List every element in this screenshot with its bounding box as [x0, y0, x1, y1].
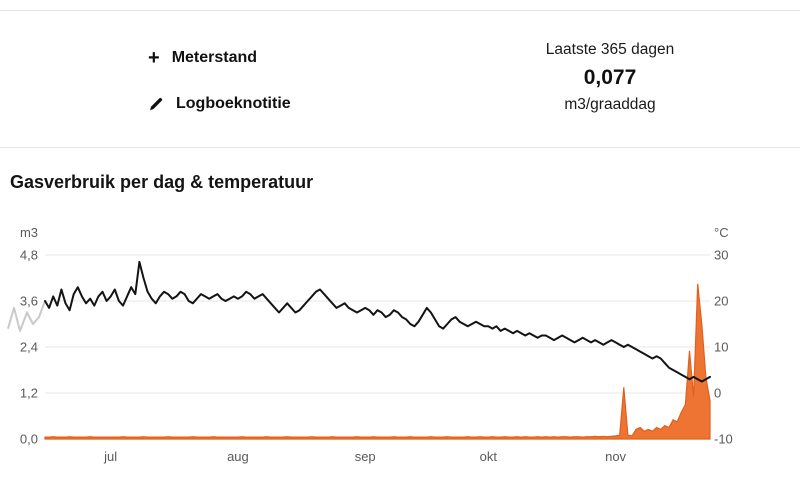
- stat-period: Laatste 365 dagen: [545, 41, 675, 58]
- left-axis-tick-label: 1,2: [20, 386, 38, 401]
- right-axis-tick-label: 10: [714, 340, 728, 355]
- right-axis-tick-label: 0: [714, 386, 721, 401]
- left-axis-tick-label: 2,4: [20, 340, 38, 355]
- temperature-line: [44, 260, 711, 383]
- gas-usage-area: [44, 283, 711, 440]
- x-axis-month-label: jul: [103, 449, 117, 464]
- left-axis-tick-label: 3,6: [20, 294, 38, 309]
- chart-canvas: m3 °C 4,8 3,6 2,4 1,2 0,0 30 20 10 0 -10 jul aug sep ok…: [7, 225, 733, 464]
- left-axis-tick-label: 0,0: [20, 432, 38, 447]
- right-axis-tick-label: -10: [714, 432, 733, 447]
- right-axis-tick-label: 30: [714, 248, 728, 263]
- left-axis-unit-label: m3: [20, 225, 38, 240]
- stat-unit: m3/graaddag: [564, 96, 656, 113]
- action-buttons: + Meterstand Logboeknotitie: [148, 45, 291, 117]
- logboeknotitie-label: Logboeknotitie: [176, 95, 291, 112]
- stat-value: 0,077: [583, 66, 637, 89]
- stat-block: Laatste 365 dagen 0,077 m3/graaddag: [505, 41, 715, 114]
- x-axis-month-label: aug: [227, 449, 249, 464]
- right-axis-tick-label: 20: [714, 294, 728, 309]
- plus-icon: +: [148, 47, 160, 69]
- pencil-icon: [148, 96, 164, 112]
- x-axis-month-label: sep: [355, 449, 376, 464]
- header: + Meterstand Logboeknotitie Laatste 365 …: [0, 10, 800, 148]
- gas-temperature-chart[interactable]: m3 °C 4,8 3,6 2,4 1,2 0,0 30 20 10 0 -10 jul aug sep ok…: [0, 196, 800, 490]
- right-axis-unit-label: °C: [714, 225, 729, 240]
- x-axis-month-label: nov: [605, 449, 626, 464]
- left-axis-tick-label: 4,8: [20, 248, 38, 263]
- logboeknotitie-button[interactable]: Logboeknotitie: [148, 91, 291, 117]
- chart-title: Gasverbruik per dag & temperatuur: [10, 172, 314, 192]
- meterstand-button[interactable]: + Meterstand: [148, 45, 257, 71]
- chart-section: Gasverbruik per dag & temperatuur m3 °C 4,…: [0, 171, 800, 490]
- x-axis-month-label: okt: [480, 449, 498, 464]
- previous-temperature-line: [7, 300, 46, 332]
- meterstand-label: Meterstand: [171, 49, 258, 66]
